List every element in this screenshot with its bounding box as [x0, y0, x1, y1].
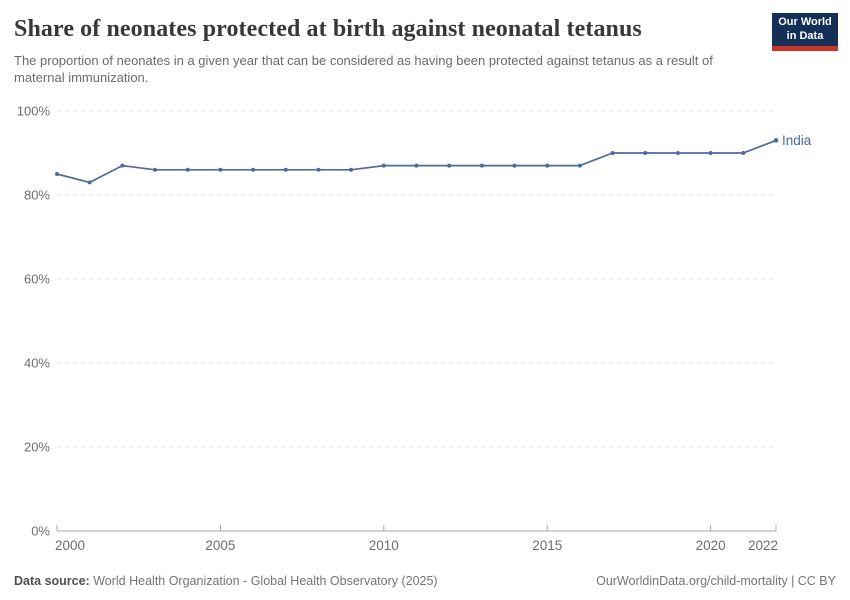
y-axis-label-20: 20%	[24, 440, 50, 455]
chart-subtitle: The proportion of neonates in a given ye…	[14, 53, 713, 86]
data-point-2009	[349, 167, 354, 172]
data-point-2016	[577, 163, 582, 168]
data-point-2005	[218, 167, 223, 172]
data-point-2012	[447, 163, 452, 168]
owid-logo-line2: in Data	[786, 29, 824, 42]
x-axis-label-2022: 2022	[748, 538, 778, 553]
page-title: Share of neonates protected at birth aga…	[14, 16, 642, 42]
y-axis-label-40: 40%	[24, 356, 50, 371]
data-line-india	[56, 139, 777, 184]
y-axis-label-0: 0%	[31, 524, 50, 539]
series-label-india[interactable]: India	[782, 133, 812, 148]
data-point-2020	[708, 151, 713, 155]
data-point-2004	[185, 167, 190, 172]
data-point-2022	[773, 138, 779, 143]
y-axis-label-80: 80%	[24, 188, 50, 203]
data-point-2011	[414, 163, 419, 168]
data-point-2013	[479, 163, 484, 168]
data-point-2015	[545, 163, 550, 168]
footer-citation-link[interactable]: OurWorldinData.org/child-mortality | CC …	[596, 574, 836, 588]
data-source-label: Data source:	[14, 574, 90, 588]
data-point-2006	[251, 167, 256, 172]
x-axis-label-2000: 2000	[55, 538, 85, 553]
data-point-2018	[643, 151, 648, 155]
data-point-2007	[283, 167, 288, 172]
data-point-2019	[676, 151, 680, 155]
data-source: Data source: World Health Organization -…	[14, 574, 438, 588]
data-point-2001	[87, 180, 92, 185]
x-axis-label-2005: 2005	[205, 538, 235, 553]
data-source-value: World Health Organization - Global Healt…	[93, 574, 438, 588]
x-axis-label-2010: 2010	[369, 538, 399, 553]
x-axis-label-2015: 2015	[532, 538, 562, 553]
data-point-2010	[381, 163, 386, 168]
data-point-2008	[316, 167, 321, 172]
chart-footer: Data source: World Health Organization -…	[14, 574, 836, 588]
x-axis-label-2020: 2020	[696, 538, 726, 553]
owid-logo-line1: Our World	[778, 16, 832, 29]
data-point-2017	[610, 151, 615, 155]
data-point-2000	[55, 172, 59, 176]
data-point-2021	[741, 151, 746, 155]
y-axis-label-60: 60%	[24, 272, 50, 287]
data-point-2002	[120, 163, 125, 168]
data-point-2003	[153, 167, 157, 172]
data-point-2014	[512, 163, 517, 168]
owid-logo: Our World in Data	[772, 13, 838, 51]
y-axis-label-100: 100%	[17, 104, 51, 119]
